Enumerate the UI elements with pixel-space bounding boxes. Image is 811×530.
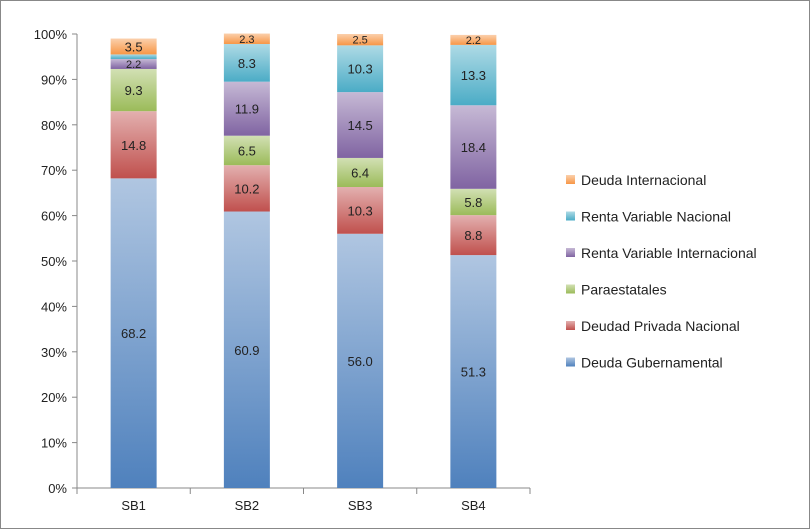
bar-segment-sb1-2 (110, 68, 157, 112)
data-label: 2.2 (126, 59, 141, 71)
x-tick-label: SB3 (348, 498, 373, 513)
data-label: 8.3 (238, 56, 256, 71)
data-label: 10.3 (347, 203, 372, 218)
data-label: 10.2 (234, 181, 259, 196)
bar-segment-sb2-4 (223, 43, 270, 82)
y-tick-label: 20% (41, 390, 67, 405)
y-tick-label: 60% (41, 209, 67, 224)
bar-segment-sb4-0 (450, 255, 497, 488)
data-label: 13.3 (461, 68, 486, 83)
data-label: 60.9 (234, 343, 259, 358)
data-label: 14.5 (347, 118, 372, 133)
data-label: 10.3 (347, 62, 372, 77)
legend-swatch (566, 321, 575, 330)
data-label: 11.9 (235, 102, 259, 117)
legend-swatch (566, 357, 575, 367)
bar-segment-sb1-1 (110, 111, 157, 179)
bar-segment-sb1-4 (110, 54, 157, 59)
x-tick-label: SB1 (121, 498, 146, 513)
bars (110, 33, 497, 488)
legend-label: Renta Variable Nacional (581, 209, 731, 225)
y-axis: 0% 10% 20% 30% 40% 50% 60% 70% 80% 90% 100% (34, 27, 78, 496)
y-tick-label: 80% (41, 118, 67, 133)
y-tick-label: 70% (41, 163, 67, 178)
bar-segment-sb2-3 (223, 81, 270, 136)
bar-segment-sb3-1 (337, 186, 384, 234)
bar-segment-sb3-0 (337, 233, 384, 488)
bar-segment-sb4-2 (450, 188, 497, 216)
y-tick-label: 100% (34, 27, 68, 42)
data-label: 51.3 (461, 365, 486, 380)
legend-swatch (566, 211, 575, 221)
bar-segment-sb4-3 (450, 105, 497, 189)
y-tick-label: 90% (41, 72, 67, 87)
data-label: 6.4 (351, 165, 369, 180)
data-label: 68.2 (121, 326, 146, 341)
data-label: 18.4 (461, 140, 486, 155)
bar-segment-sb1-5 (110, 38, 157, 55)
data-label: 6.5 (238, 143, 256, 158)
bar-segment-sb2-2 (223, 135, 270, 166)
legend-label: Deuda Gubernamental (581, 355, 723, 371)
bar-segment-sb1-3 (110, 58, 157, 69)
bar-segment-sb1-0 (110, 178, 157, 488)
data-label: 2.2 (466, 35, 481, 47)
data-label: 3.5 (125, 39, 143, 54)
data-label: 8.8 (464, 228, 482, 243)
data-label: 2.3 (239, 34, 254, 46)
y-tick-label: 40% (41, 299, 67, 314)
legend-swatch (566, 248, 575, 257)
legend-label: Renta Variable Internacional (581, 245, 757, 261)
bar-segment-sb3-3 (337, 92, 384, 158)
y-tick-label: 50% (41, 254, 67, 269)
bar-segment-sb3-4 (337, 45, 384, 93)
legend: Deuda Internacional Renta Variable Nacion… (566, 172, 757, 371)
x-tick-label: SB4 (461, 498, 486, 513)
data-label: 14.8 (121, 138, 146, 153)
legend-label: Paraestatales (581, 282, 667, 298)
data-label: 5.8 (464, 195, 482, 210)
bar-segment-sb2-5 (223, 33, 270, 44)
y-tick-label: 10% (41, 436, 67, 451)
legend-label: Deuda Internacional (581, 172, 706, 188)
data-labels: 68.2 14.8 9.3 2.2 3.5 60.9 10.2 6.5 11.9 8.3 2.3 56… (121, 34, 486, 380)
legend-swatch (566, 284, 575, 294)
legend-label: Deudad Privada Nacional (581, 318, 740, 334)
bar-segment-sb2-0 (223, 211, 270, 488)
legend-swatch (566, 175, 575, 184)
bar-segment-sb3-5 (337, 34, 384, 46)
bar-segment-sb3-2 (337, 157, 384, 187)
y-tick-label: 0% (48, 481, 67, 496)
bar-segment-sb4-4 (450, 44, 497, 106)
data-label: 9.3 (125, 83, 143, 98)
y-tick-label: 30% (41, 345, 67, 360)
data-label: 56.0 (347, 354, 372, 369)
bar-segment-sb2-1 (223, 165, 270, 212)
bar-segment-sb4-1 (450, 215, 497, 256)
x-tick-label: SB2 (235, 498, 260, 513)
data-label: 2.5 (352, 35, 367, 47)
bar-segment-sb4-5 (450, 34, 497, 45)
